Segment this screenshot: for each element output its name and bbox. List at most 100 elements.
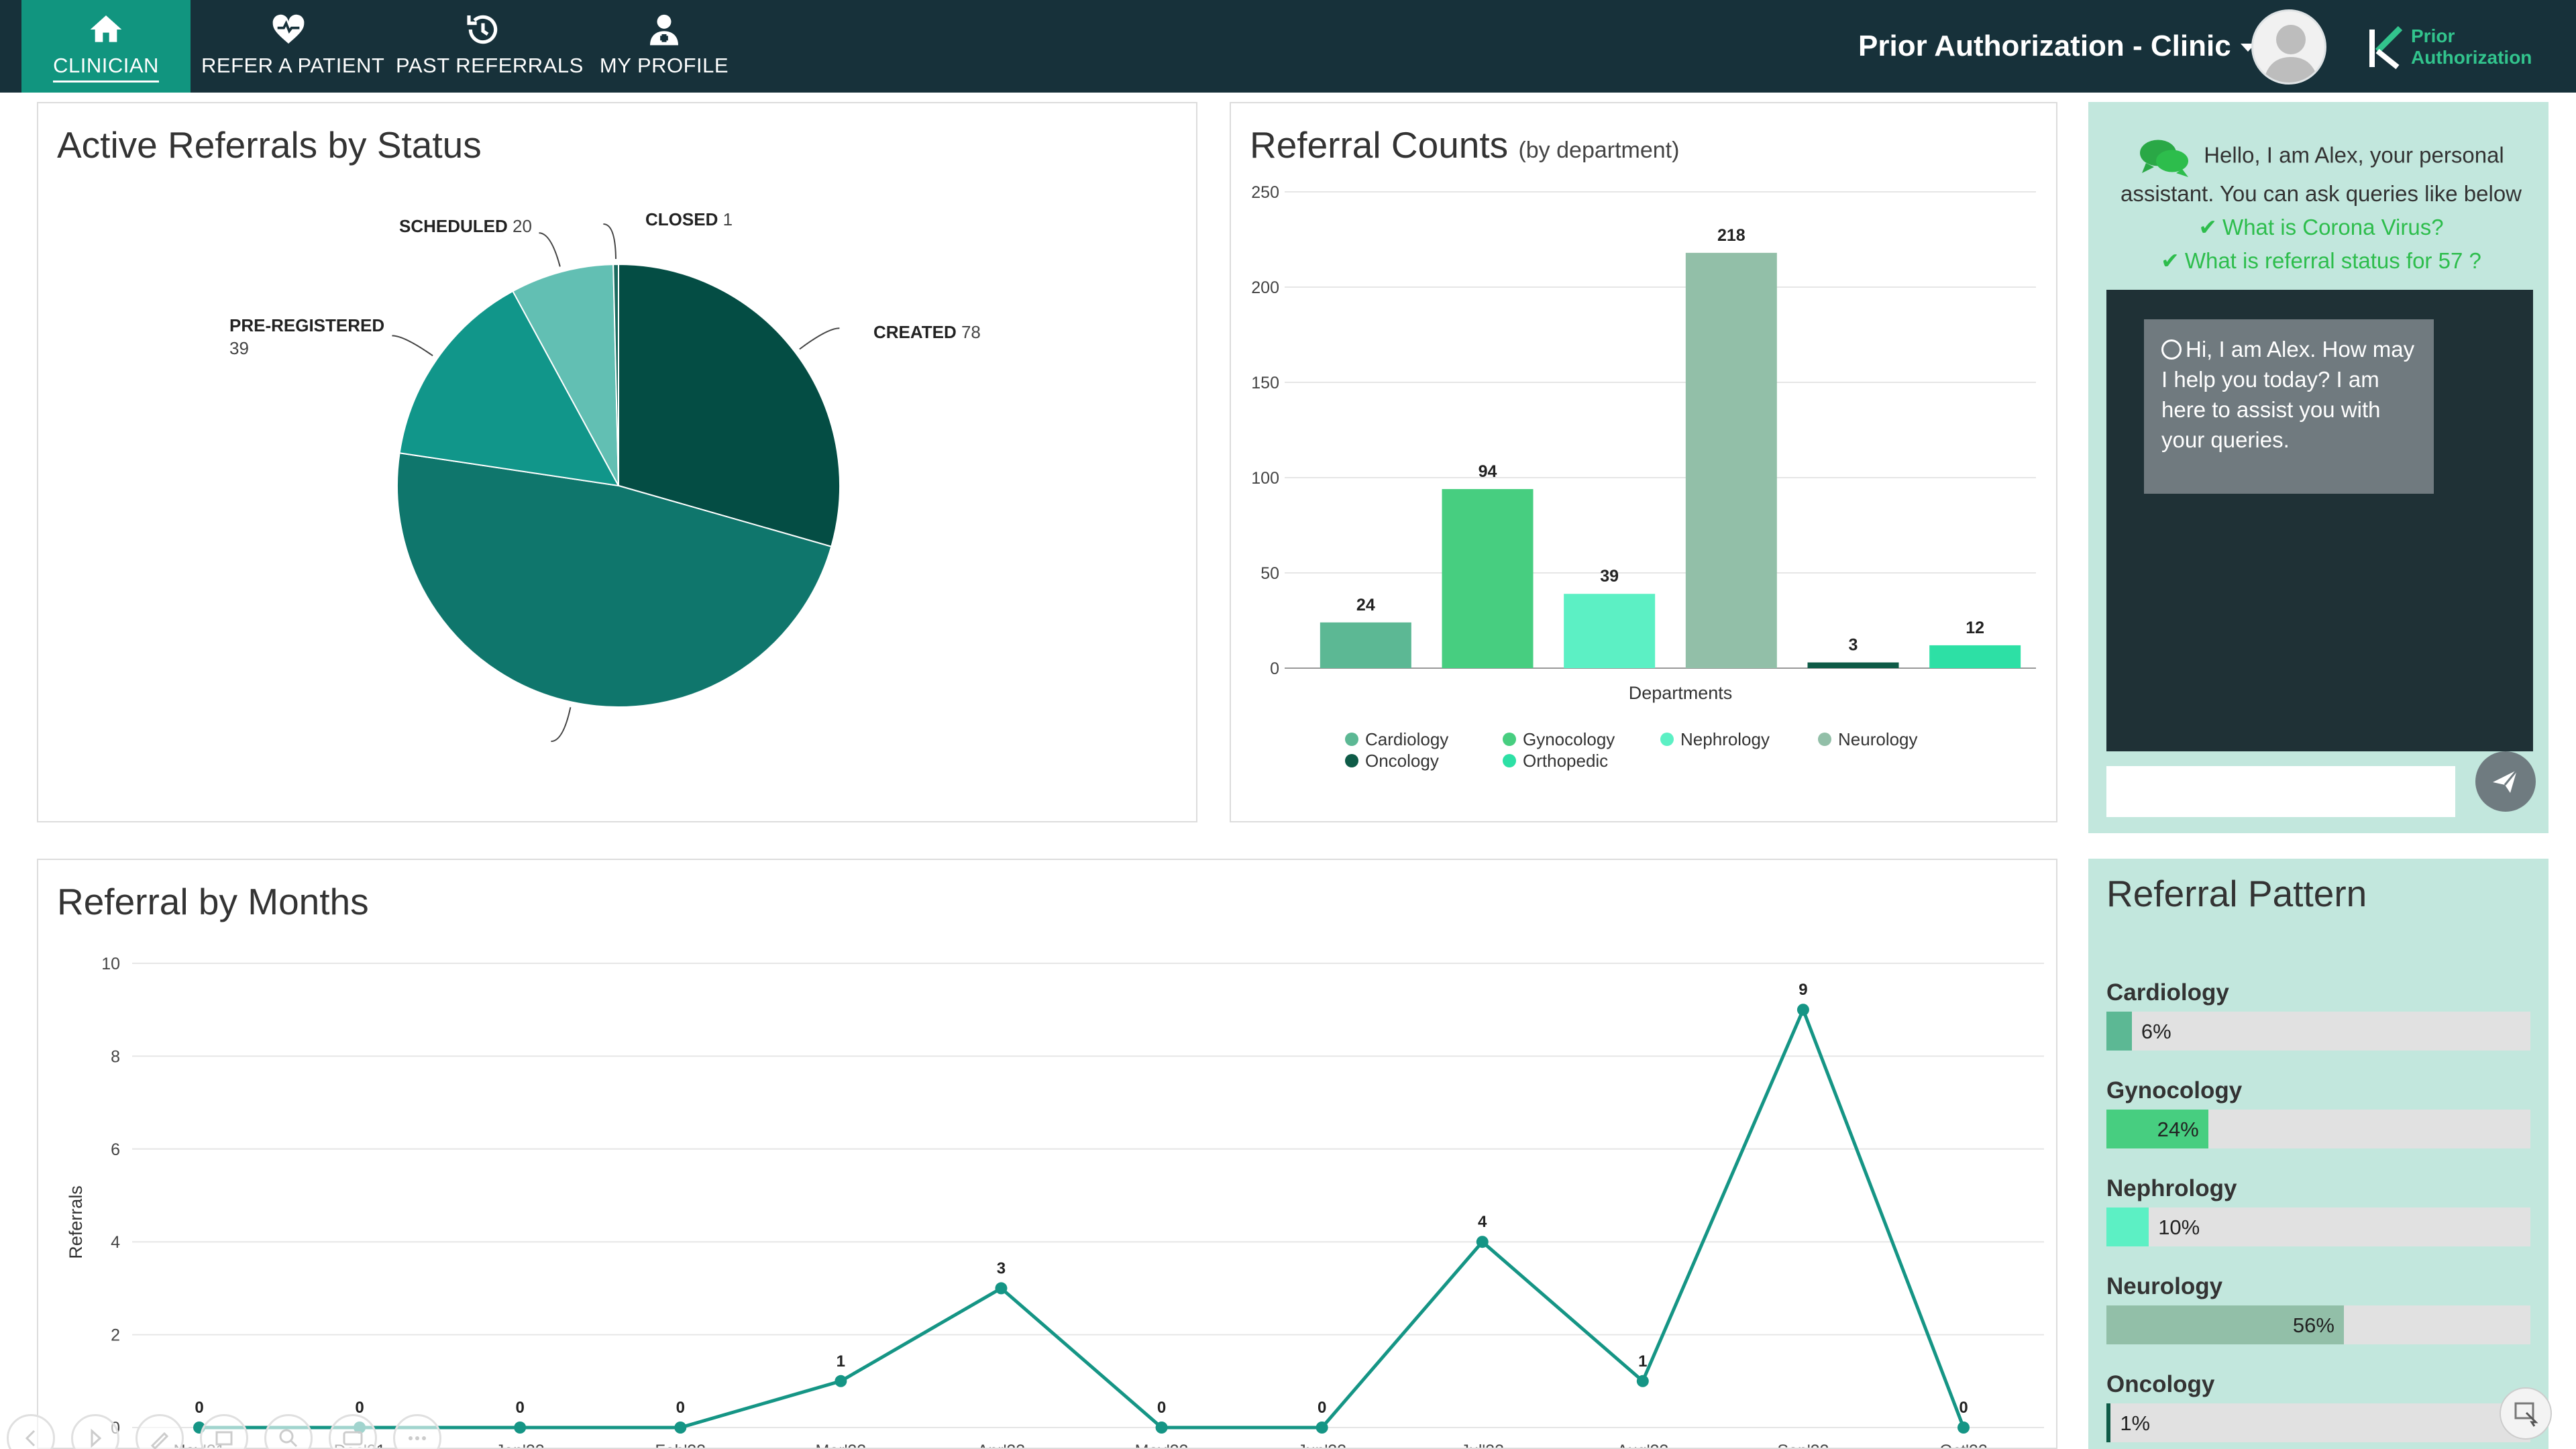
pattern-label: Neurology	[2106, 1273, 2223, 1299]
legend-item[interactable]: Neurology	[1818, 729, 1918, 749]
x-tick-label: Jun'22	[1297, 1442, 1346, 1448]
slides-icon	[215, 1431, 233, 1446]
data-point[interactable]	[1796, 1004, 1809, 1016]
pattern-row: Nephrology 10%	[2106, 1175, 2530, 1246]
chat-input[interactable]	[2106, 766, 2455, 817]
x-tick-label: Feb'22	[655, 1442, 706, 1448]
progress-fill	[2106, 1208, 2149, 1246]
pie-slice[interactable]	[612, 263, 619, 486]
home-icon	[90, 15, 122, 42]
pie-slice[interactable]	[512, 264, 619, 486]
bar[interactable]	[1929, 645, 2021, 668]
x-tick-label: Jan'22	[496, 1442, 545, 1448]
progress-fill	[2106, 1012, 2132, 1051]
x-tick-label: Sep'22	[1777, 1442, 1829, 1448]
x-tick-label: Aug'22	[1617, 1442, 1668, 1448]
y-tick-label: 50	[1260, 564, 1279, 583]
chat-messages[interactable]: Hi, I am Alex. How may I help you today?…	[2106, 290, 2533, 751]
next-page-button[interactable]	[71, 1414, 119, 1449]
bar[interactable]	[1807, 662, 1899, 668]
bar-value-label: 218	[1717, 226, 1746, 245]
nav-refer-patient[interactable]: REFER A PATIENT	[201, 0, 385, 93]
send-button[interactable]	[2475, 751, 2536, 812]
data-point[interactable]	[995, 1282, 1008, 1295]
data-label: 0	[1959, 1399, 1968, 1417]
nav-my-profile[interactable]: MY PROFILE	[590, 0, 738, 93]
y-tick-label: 100	[1251, 469, 1279, 488]
pen-button[interactable]	[136, 1414, 184, 1449]
pie-label: CLOSED 1	[645, 209, 733, 229]
zoom-button[interactable]	[264, 1414, 313, 1449]
avatar[interactable]	[2251, 9, 2326, 85]
pie-slice[interactable]	[618, 263, 841, 547]
legend-label: Neurology	[1838, 729, 1918, 749]
pie-leader-line	[799, 327, 840, 350]
months-chart-title: Referral by Months	[57, 881, 369, 922]
bar[interactable]	[1442, 489, 1534, 668]
bot-message-text: Hi, I am Alex. How may I help you today?…	[2161, 337, 2415, 452]
chat-suggestion-text: What is referral status for 57 ?	[2184, 248, 2481, 273]
legend-item[interactable]: Nephrology	[1660, 729, 1770, 749]
pie-leader-line	[551, 707, 572, 743]
y-tick-label: 4	[111, 1233, 120, 1252]
nav-clinician-label: CLINICIAN	[53, 54, 159, 83]
bar[interactable]	[1685, 252, 1777, 668]
data-point[interactable]	[1476, 1236, 1489, 1248]
clinic-selector[interactable]: Prior Authorization - Clinic	[1858, 30, 2255, 63]
nav-clinician[interactable]: CLINICIAN	[21, 0, 191, 93]
app-title-text: Prior Authorization - Clinic	[1858, 30, 2231, 62]
legend-swatch	[1503, 733, 1516, 746]
chat-intro-text: Hello, I am Alex, your personal assistan…	[2120, 142, 2522, 206]
pie-slice[interactable]	[396, 452, 833, 708]
prev-page-button[interactable]	[7, 1414, 55, 1449]
bar[interactable]	[1564, 594, 1656, 668]
series-line	[199, 1005, 1966, 1430]
top-navbar: CLINICIAN REFER A PATIENT PAST REFERRALS…	[0, 0, 2576, 93]
cursor-tool-button[interactable]	[2500, 1387, 2552, 1440]
pattern-label: Oncology	[2106, 1371, 2215, 1397]
y-axis-title: Referrals	[66, 1185, 86, 1259]
nav-past-referrals[interactable]: PAST REFERRALS	[396, 0, 584, 93]
data-point[interactable]	[1316, 1421, 1328, 1434]
data-point[interactable]	[1636, 1375, 1649, 1387]
pie-slice[interactable]	[398, 290, 620, 487]
logo-mark-icon	[2369, 25, 2403, 70]
subtitles-button[interactable]	[329, 1414, 377, 1449]
y-tick-label: 200	[1251, 278, 1279, 297]
nav-refer-label: REFER A PATIENT	[201, 54, 385, 77]
legend-swatch	[1345, 733, 1358, 746]
legend-item[interactable]: Cardiology	[1345, 729, 1448, 749]
x-tick-label: Apr'22	[977, 1442, 1025, 1448]
paper-plane-icon	[2493, 769, 2518, 793]
chat-intro: Hello, I am Alex, your personal assistan…	[2110, 137, 2532, 278]
nav-past-label: PAST REFERRALS	[396, 54, 584, 77]
legend-item[interactable]: Gynocology	[1503, 729, 1615, 749]
data-point[interactable]	[1957, 1421, 1970, 1434]
legend-item[interactable]: Orthopedic	[1503, 751, 1608, 771]
data-point[interactable]	[514, 1421, 527, 1434]
more-options-button[interactable]	[393, 1414, 441, 1449]
chat-suggestion-corona[interactable]: ✔ What is Corona Virus?	[2110, 211, 2532, 244]
monthly-line-chart: 0246810Referrals0Nov'210Dec'210Jan'220Fe…	[66, 955, 2044, 1448]
y-tick-label: 0	[1270, 659, 1279, 678]
data-point[interactable]	[1155, 1421, 1168, 1434]
legend-item[interactable]: Oncology	[1345, 751, 1439, 771]
slides-button[interactable]	[200, 1414, 248, 1449]
department-bar-chart: 0 50 100 150 200 250 24 94 39 218 3 12 Departments Ca…	[1251, 183, 2036, 771]
cursor-icon	[2514, 1402, 2538, 1427]
legend-label: Gynocology	[1523, 729, 1615, 749]
progress-value: 6%	[2141, 1020, 2171, 1043]
data-point[interactable]	[674, 1421, 687, 1434]
legend-label: Orthopedic	[1523, 751, 1608, 771]
data-label: 0	[516, 1399, 525, 1417]
bar[interactable]	[1320, 622, 1411, 668]
counts-subtitle: (by department)	[1518, 138, 1680, 163]
bar-value-label: 12	[1966, 619, 1984, 637]
data-point[interactable]	[835, 1375, 847, 1387]
months-chart-panel: Referral by Months 0246810Referrals0Nov'…	[37, 859, 2057, 1449]
chat-suggestion-referral[interactable]: ✔ What is referral status for 57 ?	[2110, 244, 2532, 278]
progress-track: 10%	[2106, 1208, 2530, 1246]
counts-title-text: Referral Counts	[1250, 124, 1509, 166]
y-tick-label: 2	[111, 1326, 120, 1345]
